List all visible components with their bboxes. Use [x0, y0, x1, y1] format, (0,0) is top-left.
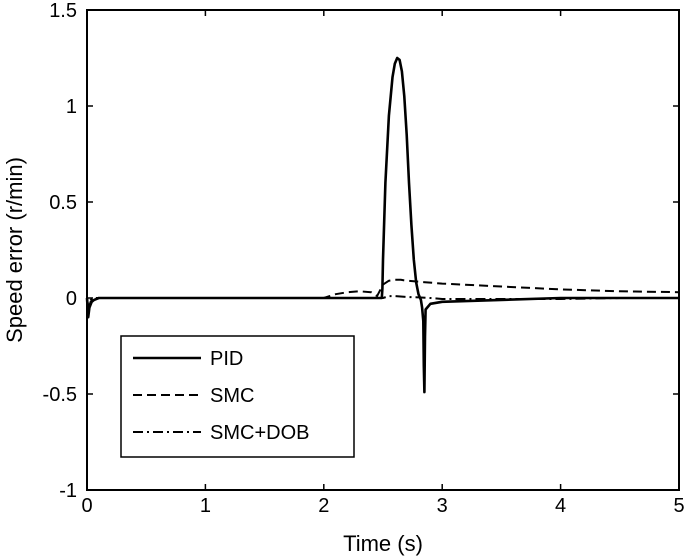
legend-label: SMC+DOB	[210, 422, 309, 444]
legend: PID SMC SMC+DOB	[120, 335, 355, 458]
x-tick-label: 3	[437, 495, 448, 517]
series-line-1	[86, 278, 680, 311]
legend-box	[120, 335, 355, 458]
y-tick-label: -1	[59, 480, 77, 502]
y-tick-label: -0.5	[43, 384, 77, 406]
y-tick-label: 1	[66, 96, 77, 118]
x-tick-label: 2	[318, 495, 329, 517]
x-tick-label: 1	[200, 495, 211, 517]
y-tick-label: 0.5	[49, 192, 77, 214]
x-axis-label: Time (s)	[343, 531, 423, 556]
y-axis-label: Speed error (r/min)	[2, 157, 27, 343]
legend-label: PID	[210, 348, 243, 370]
x-tick-label: 0	[81, 495, 92, 517]
y-tick-label: 0	[66, 288, 77, 310]
x-tick-label: 5	[673, 495, 684, 517]
x-tick-label: 4	[555, 495, 566, 517]
series-line-2	[86, 295, 679, 307]
ticks-layer: 0 1 2 3 4 5 -1 -0.5 0 0.5 1 1.5	[43, 0, 685, 517]
y-tick-label: 1.5	[49, 0, 77, 22]
series-layer	[85, 56, 680, 394]
legend-label: SMC	[210, 385, 254, 407]
plot-frame	[86, 9, 680, 491]
